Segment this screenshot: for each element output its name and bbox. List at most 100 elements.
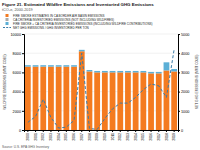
tick: 2012 bbox=[118, 130, 122, 141]
bar bbox=[63, 65, 69, 66]
tick-label: 5000 bbox=[181, 33, 189, 37]
tick-label: 2016 bbox=[149, 133, 153, 141]
tick: 2001 bbox=[34, 130, 38, 141]
tick: 2016 bbox=[149, 130, 153, 141]
bar bbox=[33, 65, 39, 66]
bar bbox=[94, 71, 100, 72]
tick-label: 2009 bbox=[95, 133, 99, 141]
tick-mark bbox=[81, 130, 82, 132]
tick: 2005 bbox=[64, 130, 68, 141]
tick: 8000 bbox=[13, 52, 24, 56]
grid-line bbox=[24, 34, 178, 35]
tick-label: 0 bbox=[19, 129, 21, 133]
y2-axis: 0 1000 2000 3000 4000 5000 bbox=[178, 33, 189, 133]
bar bbox=[102, 71, 108, 72]
tick-label: 4000 bbox=[181, 52, 189, 56]
tick: 2000 bbox=[26, 130, 30, 141]
tick-mark bbox=[89, 130, 90, 132]
tick-mark bbox=[151, 130, 152, 132]
y-axis-title: WILDFIRE EMISSIONS (MMT CO2E) bbox=[3, 54, 7, 109]
tick-label: 2006 bbox=[72, 133, 76, 141]
tick-label: 0 bbox=[181, 129, 183, 133]
tick: 2002 bbox=[41, 130, 45, 141]
tick: 0 bbox=[178, 129, 183, 133]
tick: 2013 bbox=[126, 130, 130, 141]
legend-label: NET GHG EMISSIONS / GHG INVENTORIED PER … bbox=[13, 26, 89, 30]
tick-label: 2004 bbox=[57, 133, 61, 141]
bar bbox=[56, 65, 62, 66]
tick: 2014 bbox=[134, 130, 138, 141]
bar bbox=[94, 72, 100, 130]
bar bbox=[156, 72, 162, 73]
bar bbox=[117, 71, 123, 72]
tick: 5000 bbox=[178, 33, 189, 37]
tick: 2019 bbox=[172, 130, 176, 141]
legend-symbol bbox=[6, 18, 9, 21]
tick-label: 2011 bbox=[111, 133, 115, 141]
plot-area: 2000200120022003200420052006200720082009… bbox=[10, 33, 189, 141]
tick-mark bbox=[50, 130, 51, 132]
bar bbox=[87, 71, 93, 130]
title: Figure 21. Estimated Wildfire Emissions … bbox=[2, 2, 154, 7]
bar bbox=[117, 72, 123, 130]
bar bbox=[40, 67, 46, 130]
legend-symbol bbox=[6, 22, 9, 25]
tick-mark bbox=[178, 53, 180, 54]
tick-label: 3000 bbox=[181, 71, 189, 75]
grid bbox=[24, 34, 178, 130]
tick-label: 2003 bbox=[49, 133, 53, 141]
tick-mark bbox=[178, 130, 180, 131]
tick-label: 2017 bbox=[157, 133, 161, 141]
tick-mark bbox=[127, 130, 128, 132]
tick: 6000 bbox=[13, 71, 24, 75]
tick-mark bbox=[22, 72, 24, 73]
tick-mark bbox=[43, 130, 44, 132]
tick-label: 1000 bbox=[181, 110, 189, 114]
tick-label: 2005 bbox=[64, 133, 68, 141]
bar bbox=[140, 71, 146, 72]
tick: 2010 bbox=[103, 130, 107, 141]
bar bbox=[133, 72, 139, 130]
tick: 2011 bbox=[111, 130, 115, 141]
tick: 10000 bbox=[10, 33, 24, 37]
tick-label: 2002 bbox=[41, 133, 45, 141]
tick-mark bbox=[74, 130, 75, 132]
grid-line bbox=[24, 91, 178, 92]
bar bbox=[171, 71, 177, 130]
bar bbox=[133, 71, 139, 72]
tick-mark bbox=[178, 72, 180, 73]
bar bbox=[33, 67, 39, 130]
tick-mark bbox=[22, 53, 24, 54]
tick-mark bbox=[104, 130, 105, 132]
bar-series bbox=[25, 50, 177, 74]
bar bbox=[148, 73, 154, 130]
bar bbox=[71, 65, 77, 66]
chart: Figure 21. Estimated Wildfire Emissions … bbox=[0, 0, 200, 150]
legend-symbol bbox=[6, 14, 9, 17]
bar bbox=[79, 51, 85, 130]
tick: 0 bbox=[19, 129, 24, 133]
tick: 4000 bbox=[13, 90, 24, 94]
tick-mark bbox=[22, 34, 24, 35]
tick-mark bbox=[166, 130, 167, 132]
tick-label: 2013 bbox=[126, 133, 130, 141]
axis-line bbox=[25, 131, 179, 133]
bar-series bbox=[25, 51, 177, 130]
bar bbox=[140, 72, 146, 130]
x-axis: 2000200120022003200420052006200720082009… bbox=[25, 130, 179, 141]
tick-label: 2000 bbox=[181, 90, 189, 94]
tick-mark bbox=[27, 130, 28, 132]
tick-label: 10000 bbox=[10, 33, 21, 37]
tick: 2008 bbox=[88, 130, 92, 141]
grid-line bbox=[24, 72, 178, 73]
marks bbox=[25, 49, 177, 130]
legend-item: NET GHG EMISSIONS / GHG INVENTORIED PER … bbox=[3, 26, 89, 30]
tick-label: 2012 bbox=[118, 133, 122, 141]
tick-mark bbox=[58, 130, 59, 132]
tick: 2009 bbox=[95, 130, 99, 141]
tick-mark bbox=[22, 92, 24, 93]
y-axis: 0200040006000800010000 bbox=[10, 33, 24, 133]
tick-mark bbox=[35, 130, 36, 132]
tick-mark bbox=[178, 111, 180, 112]
legend-symbol bbox=[3, 27, 11, 28]
